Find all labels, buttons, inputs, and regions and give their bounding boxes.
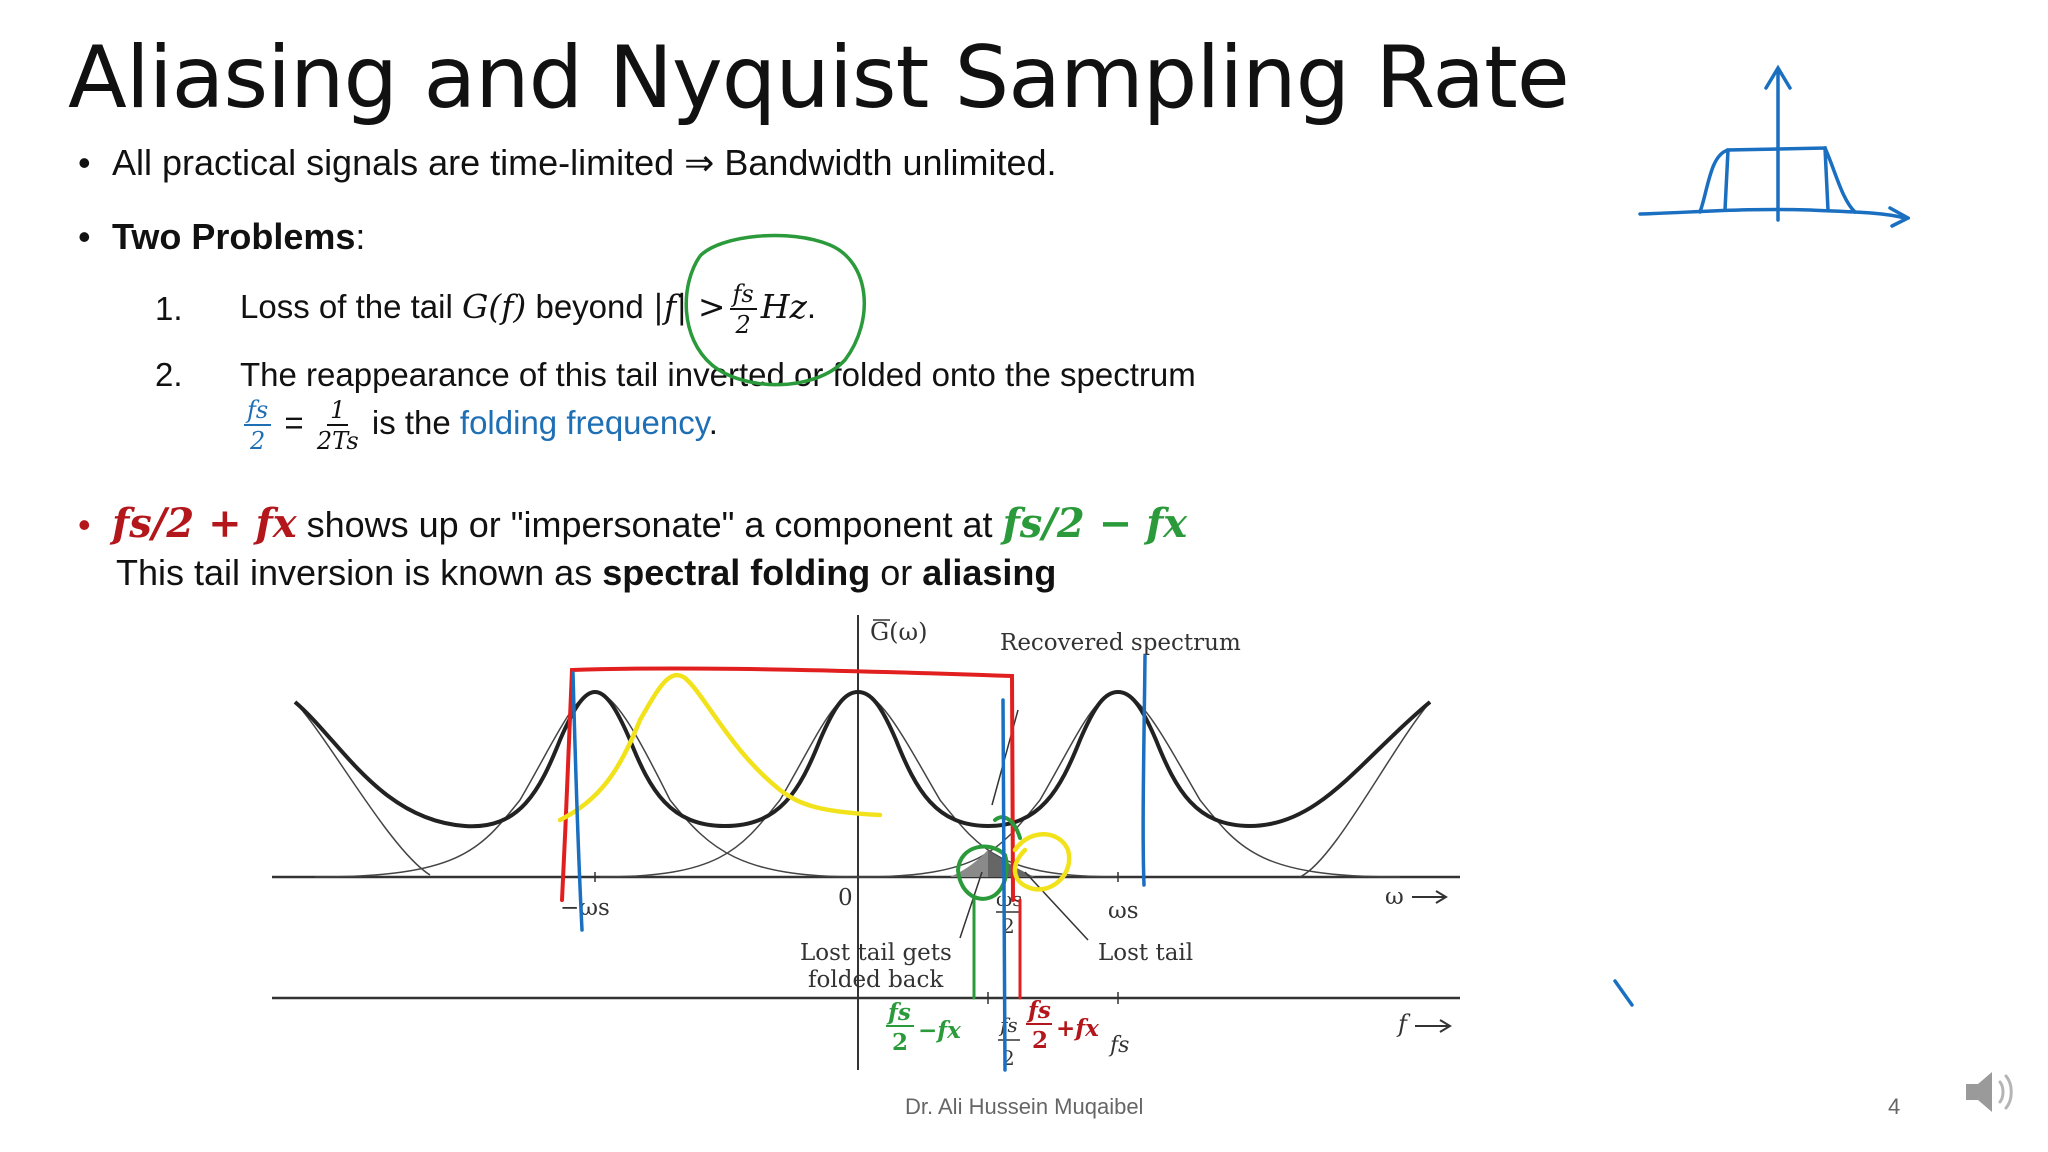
red-math: fs/2 + fx [112, 500, 297, 547]
bullet-colon: : [355, 216, 366, 257]
red-ann-rest: +fx [1056, 1015, 1099, 1042]
speaker-icon[interactable] [1960, 1062, 2020, 1122]
slide-title: Aliasing and Nyquist Sampling Rate [68, 28, 1570, 128]
item2-line2: fs 2 = 1 2Ts is the folding frequency. [240, 398, 718, 453]
fs-half-num: fs [998, 1013, 1018, 1037]
green-ann-rest: −fx [918, 1017, 961, 1044]
bullet3-line2: This tail inversion is known as spectral… [116, 552, 1056, 594]
f-axis-label: f [1396, 1010, 1411, 1038]
bullet-impersonate: • fs/2 + fx shows up or "impersonate" a c… [78, 500, 1188, 547]
zero-label: 0 [838, 885, 853, 911]
item1-number: 1. [155, 290, 183, 327]
hand-sketch-spectrum [1638, 64, 1910, 228]
recovered-spectrum-label: Recovered spectrum [1000, 630, 1241, 656]
spectrum-figure: G(ω) Recovered spectrum −ωs 0 ωs 2 ωs ω … [272, 615, 1460, 1072]
green-ann-den: 2 [892, 1029, 908, 1056]
stray-pen-mark [1613, 979, 1634, 1007]
neg-omega-s-label: −ωs [560, 895, 610, 921]
item1-text: Loss of the tail [240, 288, 453, 326]
bullet3-middle: shows up or "impersonate" a component at [306, 504, 993, 545]
page-number: 4 [1888, 1094, 1901, 1119]
item1-G: G(f) [461, 287, 527, 327]
lost-tail-folded-line2: folded back [808, 967, 944, 993]
green-ann-num: fs [886, 999, 911, 1026]
item1-period: . [806, 288, 817, 326]
item2-eq: = [284, 404, 304, 442]
red-ann-den: 2 [1032, 1027, 1048, 1054]
lost-tail-shade [988, 850, 1035, 877]
green-math: fs/2 − fx [1002, 500, 1188, 547]
recovered-spectrum-curve [293, 689, 1432, 829]
g-omega-label: G(ω) [870, 618, 927, 646]
item2-is-the: is the [371, 404, 451, 442]
line2-a: This tail inversion is known as [116, 552, 593, 593]
footer-author: Dr. Ali Hussein Muqaibel [905, 1094, 1144, 1119]
item1-fraction: fs 2 [729, 282, 757, 337]
folding-frequency: folding frequency [459, 404, 709, 442]
red-ann-num: fs [1026, 997, 1051, 1024]
item1-unit: Hz [760, 287, 807, 327]
hand-annotations [557, 654, 1147, 1072]
omega-label: ω [1385, 884, 1404, 910]
item2-period: . [708, 404, 718, 442]
item2-frac1: fs 2 [244, 398, 272, 453]
item1: Loss of the tail G(f) beyond |f| > fs 2 Hz. [240, 282, 816, 337]
bullet-strong: Two Problems [112, 216, 356, 257]
overlapping-spectra [294, 691, 1431, 878]
spectral-folding: spectral folding [602, 552, 871, 593]
lost-tail-folded-line1: Lost tail gets [800, 940, 952, 966]
item2-frac2: 1 2Ts [316, 396, 359, 455]
aliasing: aliasing [922, 552, 1057, 593]
lost-tail-label: Lost tail [1098, 940, 1193, 966]
bullet-time-limited: • All practical signals are time-limited … [78, 142, 1057, 183]
item1-beyond: beyond [535, 288, 644, 326]
omega-s-label: ωs [1108, 898, 1139, 924]
line2-or: or [880, 552, 913, 593]
bullet-text: All practical signals are time-limited ⇒… [112, 142, 1057, 183]
folded-tail-shade [950, 850, 988, 877]
item2-number: 2. [155, 356, 183, 393]
fs-label: fs [1108, 1033, 1129, 1058]
item2-line1: The reappearance of this tail inverted o… [240, 356, 1196, 393]
bullet-two-problems: • Two Problems: [78, 216, 366, 257]
